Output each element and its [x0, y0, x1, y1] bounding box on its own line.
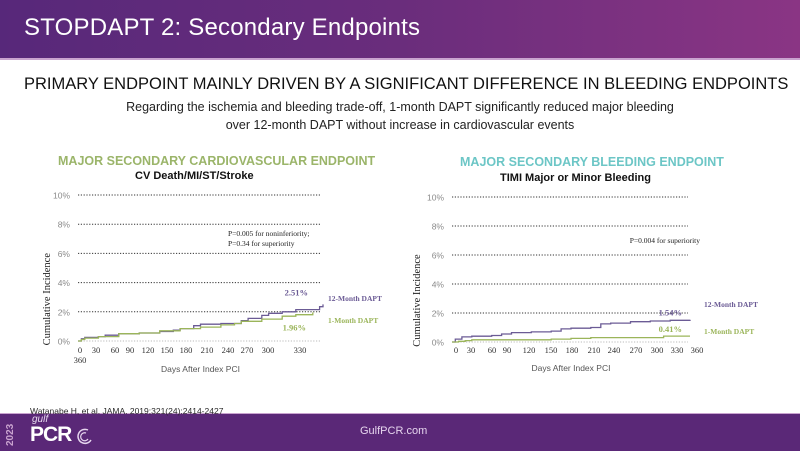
x-tick-label: 120 — [142, 345, 155, 355]
y-tick-label: 0% — [432, 338, 445, 348]
logo-pcr: PCR — [30, 423, 72, 446]
legend-1-month-dapt: 1-Month DAPT — [328, 316, 378, 325]
x-tick-label: 90 — [126, 345, 135, 355]
x-tick-label: 60 — [111, 345, 120, 355]
series-1-month-dapt-line — [78, 312, 314, 342]
logo-gulf: gulf — [32, 414, 49, 425]
x-tick-label: 180 — [180, 345, 193, 355]
y-tick-label: 0% — [58, 337, 71, 347]
x-tick-label: 240 — [222, 345, 235, 355]
y-tick-label: 4% — [432, 280, 445, 290]
x-tick-label: 0 — [454, 345, 458, 355]
y-tick-label: 6% — [432, 251, 445, 261]
x-tick-label: 150 — [161, 345, 174, 355]
y-axis-label: Cumulative Incidence — [42, 253, 53, 346]
x-tick-label: 270 — [241, 345, 254, 355]
x-tick-label: 210 — [201, 345, 214, 355]
main-heading: PRIMARY ENDPOINT MAINLY DRIVEN BY A SIGN… — [24, 75, 789, 93]
logo-swirl-icon — [77, 428, 92, 445]
p-value-annotation: P=0.005 for noninferiority; — [228, 229, 310, 238]
x-tick-label: 120 — [523, 345, 536, 355]
y-tick-label: 8% — [58, 220, 71, 230]
x-tick-label: 150 — [545, 345, 558, 355]
y-tick-label: 6% — [58, 249, 71, 259]
x-tick-label: 300 — [262, 345, 275, 355]
cv-chart-subtitle: CV Death/MI/ST/Stroke — [135, 170, 254, 182]
citation: Watanabe H, et al. JAMA. 2019;321(24):24… — [30, 406, 224, 416]
x-tick-label: 30 — [467, 345, 476, 355]
p-value-annotation: P=0.34 for superiority — [228, 239, 295, 248]
legend-12-month-dapt: 12-Month DAPT — [328, 294, 382, 303]
x-tick-label: 270 — [630, 345, 643, 355]
x-tick-label: 60 — [488, 345, 497, 355]
end-value-label: 2.51% — [285, 287, 308, 297]
bleed-chart-title: MAJOR SECONDARY BLEEDING ENDPOINT — [460, 155, 724, 169]
x-tick-label: 330 — [671, 345, 684, 355]
cv-chart-title: MAJOR SECONDARY CARDIOVASCULAR ENDPOINT — [58, 154, 376, 168]
bleed-chart-subtitle: TIMI Major or Minor Bleeding — [500, 172, 651, 184]
x-tick-label: 300 — [651, 345, 664, 355]
slide-header: STOPDAPT 2: Secondary Endpoints — [0, 0, 800, 60]
footer-bar — [0, 413, 800, 451]
x-tick-label: 360 — [691, 345, 704, 355]
x-axis-label: Days After Index PCI — [532, 363, 611, 373]
summary-line-2: over 12-month DAPT without increase in c… — [225, 118, 575, 132]
y-axis-label: Cumulative Incidence — [412, 254, 423, 347]
x-axis-label: Days After Index PCI — [161, 364, 240, 374]
x-tick-label: 330 — [294, 345, 307, 355]
y-tick-label: 8% — [432, 222, 445, 232]
end-value-label: 0.41% — [659, 324, 682, 334]
logo-year: 2023 — [5, 423, 16, 446]
legend-1-month-dapt: 1-Month DAPT — [704, 327, 754, 336]
logo-year-text: 2023 — [5, 423, 16, 446]
end-value-label: 1.54% — [659, 308, 682, 318]
y-tick-label: 4% — [58, 278, 71, 288]
summary-line-1: Regarding the ischemia and bleeding trad… — [126, 100, 674, 114]
series-1-month-dapt-line — [452, 335, 690, 343]
x-tick-label: 360 — [74, 355, 87, 365]
x-tick-label: 90 — [503, 345, 512, 355]
y-tick-label: 2% — [58, 307, 71, 317]
y-tick-label: 2% — [432, 309, 445, 319]
slide-title: STOPDAPT 2: Secondary Endpoints — [24, 14, 421, 41]
footer-url[interactable]: GulfPCR.com — [360, 425, 428, 437]
series-12-month-dapt-line — [452, 319, 691, 343]
x-tick-label: 210 — [588, 345, 601, 355]
x-tick-label: 0 — [78, 345, 82, 355]
x-tick-label: 30 — [92, 345, 101, 355]
x-tick-label: 180 — [566, 345, 579, 355]
y-tick-label: 10% — [53, 191, 70, 201]
y-tick-label: 10% — [427, 193, 444, 203]
legend-12-month-dapt: 12-Month DAPT — [704, 300, 758, 309]
p-value-annotation: P=0.004 for superiority — [630, 236, 701, 245]
x-tick-label: 240 — [608, 345, 621, 355]
end-value-label: 1.96% — [283, 322, 306, 332]
